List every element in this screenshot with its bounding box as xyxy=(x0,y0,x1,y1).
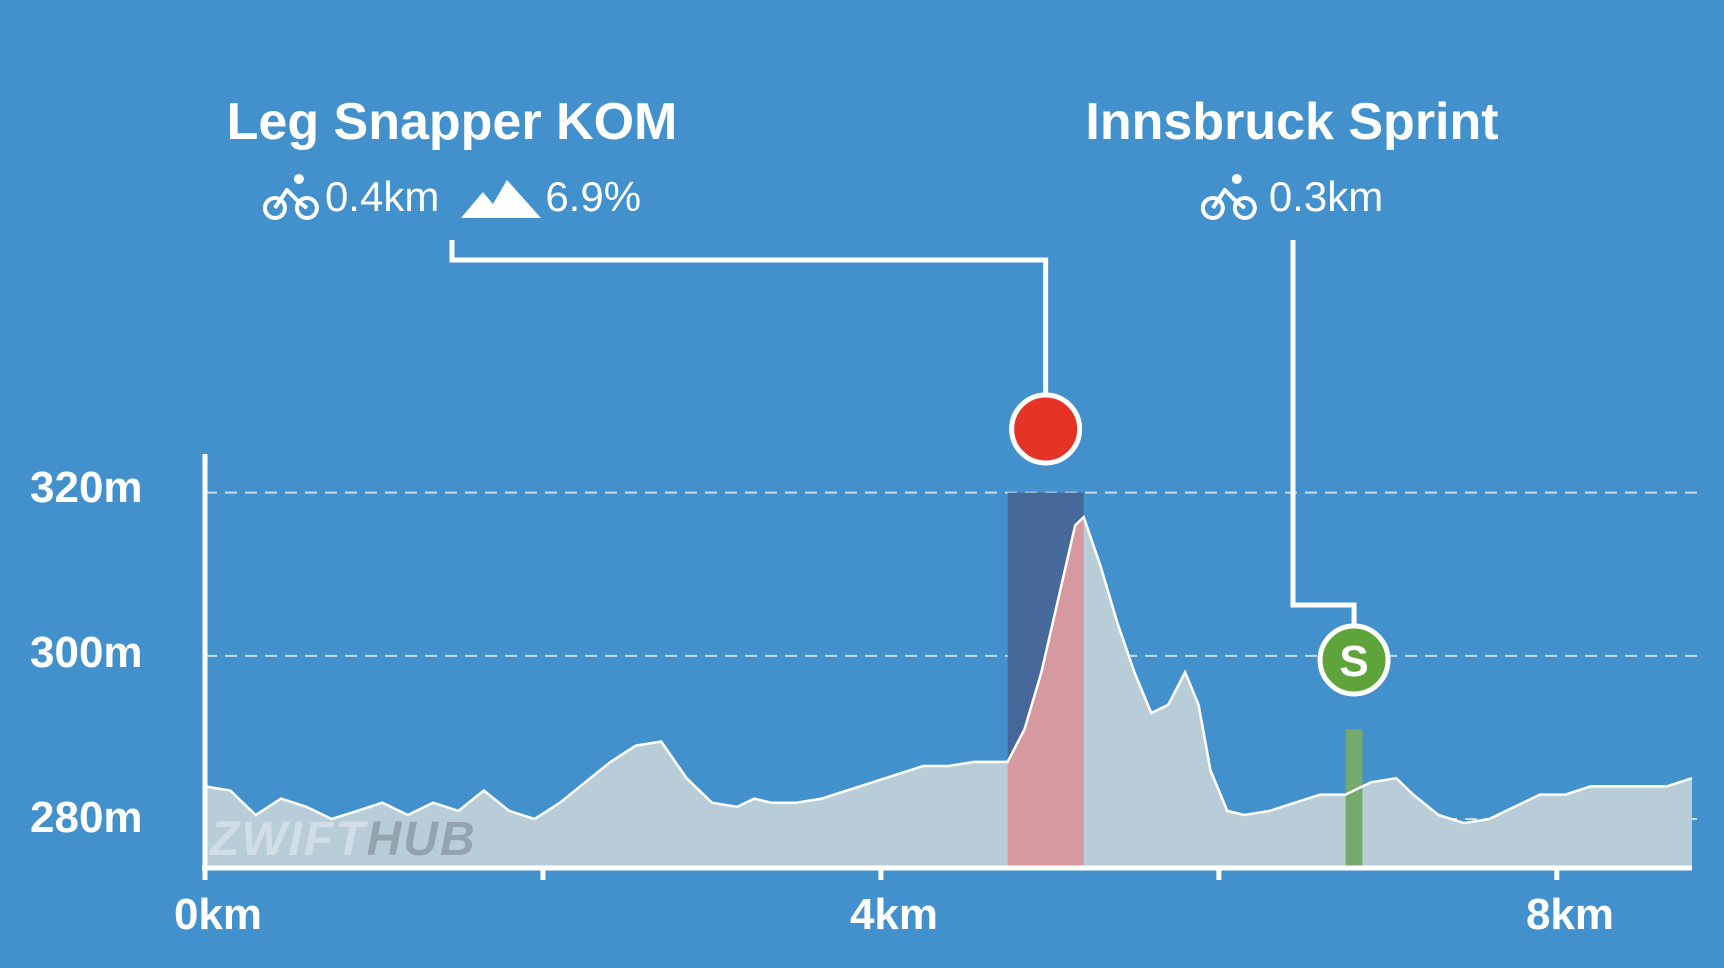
bike-icon xyxy=(262,172,321,222)
elevation-area-layer xyxy=(204,514,1693,868)
sprint-marker-letter: S xyxy=(1339,637,1368,686)
kom-grade: 6.9% xyxy=(545,173,642,220)
y-tick-label: 280m xyxy=(30,793,143,842)
sprint-segment-title: Innsbruck Sprint xyxy=(1085,93,1499,151)
kom-distance: 0.4km xyxy=(324,173,440,220)
x-tick-label: 4km xyxy=(849,890,939,939)
elevation-area xyxy=(205,517,1692,868)
x-tick-label: 0km xyxy=(173,890,263,939)
segment-markers: S xyxy=(1009,392,1391,697)
kom-segment-title: Leg Snapper KOM xyxy=(226,93,678,151)
y-tick-label: 300m xyxy=(30,628,143,677)
sprint-segment-band xyxy=(1345,729,1363,868)
watermark-part1: ZWIFT xyxy=(210,813,367,866)
watermark-part2: HUB xyxy=(366,813,477,866)
watermark-logo: ZWIFTHUB xyxy=(210,812,477,867)
sprint-distance: 0.3km xyxy=(1268,173,1384,220)
elevation-line xyxy=(204,514,1693,825)
axes xyxy=(202,454,1692,880)
x-tick-label: 8km xyxy=(1525,890,1615,939)
mountain-icon xyxy=(461,176,542,218)
bike-icon xyxy=(1200,172,1259,222)
sprint-segment-stats: 0.3km xyxy=(1200,172,1384,222)
sprint-leader-line xyxy=(1290,240,1357,630)
y-tick-label: 320m xyxy=(30,463,143,512)
segment-leader-lines xyxy=(449,240,1357,630)
kom-segment-stats: 0.4km 6.9% xyxy=(262,172,642,222)
kom-marker xyxy=(1009,392,1083,466)
sprint-marker xyxy=(1317,623,1391,697)
kom-leader-line xyxy=(449,240,1049,395)
